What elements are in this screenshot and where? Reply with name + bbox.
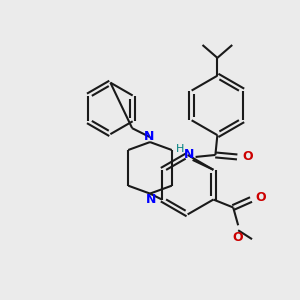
Text: O: O: [233, 231, 244, 244]
Text: H: H: [176, 144, 184, 154]
Text: N: N: [144, 130, 154, 142]
Text: O: O: [255, 191, 266, 204]
Text: N: N: [146, 193, 156, 206]
Text: O: O: [242, 150, 253, 164]
Text: N: N: [184, 148, 194, 161]
